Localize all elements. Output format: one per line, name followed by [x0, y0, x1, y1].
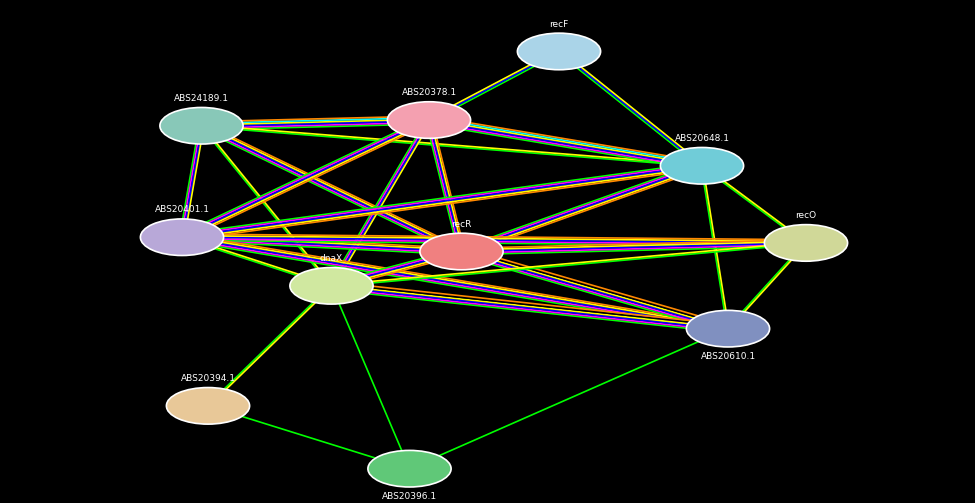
Circle shape [167, 387, 250, 424]
Text: ABS20648.1: ABS20648.1 [675, 134, 729, 143]
Text: ABS24189.1: ABS24189.1 [174, 94, 229, 103]
Circle shape [518, 33, 601, 70]
Circle shape [368, 450, 451, 487]
Text: ABS20610.1: ABS20610.1 [700, 352, 756, 361]
Circle shape [160, 108, 243, 144]
Circle shape [290, 268, 373, 304]
Circle shape [140, 219, 223, 256]
Text: ABS20401.1: ABS20401.1 [154, 205, 210, 214]
Text: ABS20396.1: ABS20396.1 [382, 491, 437, 500]
Text: recO: recO [796, 211, 817, 220]
Text: ABS20378.1: ABS20378.1 [402, 88, 456, 97]
Text: ABS20394.1: ABS20394.1 [180, 374, 236, 383]
Circle shape [764, 225, 847, 261]
Text: recR: recR [451, 220, 472, 229]
Circle shape [686, 310, 769, 347]
Circle shape [420, 233, 503, 270]
Text: dnaX: dnaX [320, 254, 343, 263]
Text: recF: recF [549, 20, 568, 29]
Circle shape [660, 147, 744, 184]
Circle shape [387, 102, 471, 138]
